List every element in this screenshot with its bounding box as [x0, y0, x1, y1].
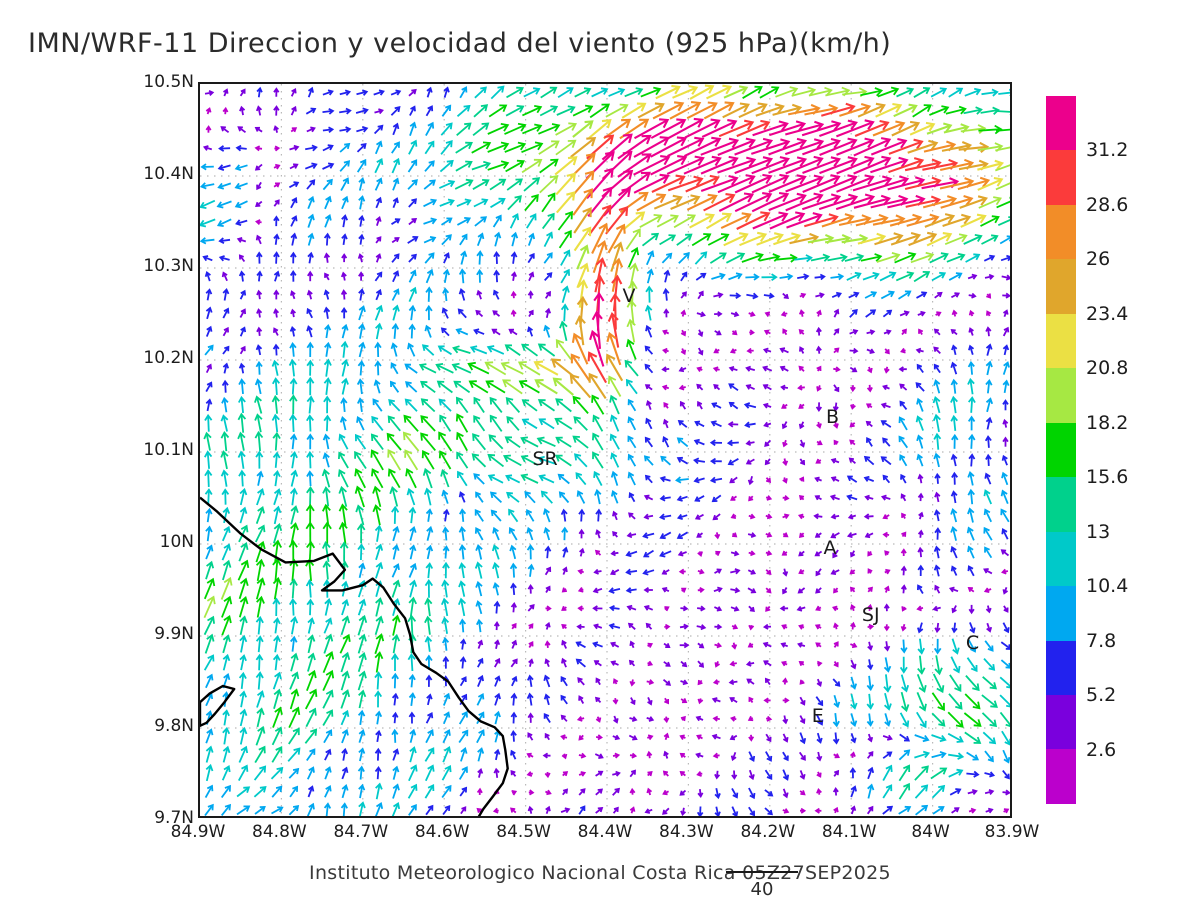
colorbar-tick-label: 23.4	[1086, 302, 1129, 325]
y-tick-label: 10.5N	[143, 72, 194, 92]
colorbar-band	[1046, 640, 1076, 695]
colorbar-tick-label: 15.6	[1086, 466, 1129, 489]
colorbar-tick-label: 2.6	[1086, 738, 1117, 761]
colorbar-tick-label: 7.8	[1086, 629, 1117, 652]
colorbar-tick-label: 10.4	[1086, 575, 1129, 598]
y-tick-label: 10.2N	[143, 348, 194, 368]
colorbar-band	[1046, 422, 1076, 478]
colorbar-band	[1046, 477, 1076, 532]
coastline-overlay	[200, 496, 509, 816]
x-tick-label: 84.2W	[740, 822, 796, 842]
y-tick-label: 9.9N	[154, 624, 194, 644]
wind-vector-field	[200, 84, 1010, 816]
colorbar-band	[1046, 259, 1076, 314]
y-tick-label: 9.7N	[154, 808, 194, 828]
colorbar-band	[1046, 313, 1076, 369]
colorbar-band	[1046, 96, 1076, 151]
colorbar-band	[1046, 531, 1076, 587]
reference-vector	[726, 871, 798, 873]
x-tick-label: 84.7W	[333, 822, 389, 842]
y-tick-label: 10.4N	[143, 164, 194, 184]
colorbar-tick-label: 28.6	[1086, 193, 1129, 216]
colorbar-band	[1046, 749, 1076, 804]
wind-vector-map: V B SR A SJ C E	[198, 82, 1012, 818]
y-tick-label: 10.3N	[143, 256, 194, 276]
colorbar-tick-label: 18.2	[1086, 411, 1129, 434]
x-tick-label: 83.9W	[984, 822, 1040, 842]
colorbar-band	[1046, 150, 1076, 205]
x-tick-label: 84.9W	[170, 822, 226, 842]
colorbar-band	[1046, 368, 1076, 423]
colorbar-band	[1046, 694, 1076, 750]
x-tick-label: 84.5W	[496, 822, 551, 842]
colorbar-band	[1046, 586, 1076, 641]
colorbar-band	[1046, 204, 1076, 260]
y-tick-label: 9.8N	[154, 716, 194, 736]
footer-text: Instituto Meteorologico Nacional Costa R…	[309, 862, 891, 884]
colorbar-tick-label: 26	[1086, 248, 1111, 271]
x-tick-label: 84.8W	[252, 822, 307, 842]
colorbar-tick-label: 13	[1086, 520, 1111, 543]
colorbar-tick-label: 31.2	[1086, 139, 1129, 162]
colorbar-tick-label: 20.8	[1086, 357, 1129, 380]
x-tick-label: 84.3W	[659, 822, 714, 842]
y-tick-label: 10N	[159, 532, 194, 552]
reference-vector-label: 40	[750, 879, 774, 900]
colorbar-tick-label: 5.2	[1086, 684, 1117, 707]
x-tick-label: 84.4W	[577, 822, 633, 842]
colorbar	[1046, 96, 1076, 804]
x-tick-label: 84.6W	[414, 822, 470, 842]
y-tick-label: 10.1N	[143, 440, 194, 460]
x-tick-label: 84.1W	[821, 822, 877, 842]
x-tick-label: 84W	[911, 822, 950, 842]
page-title: IMN/WRF-11 Direccion y velocidad del vie…	[28, 28, 892, 59]
